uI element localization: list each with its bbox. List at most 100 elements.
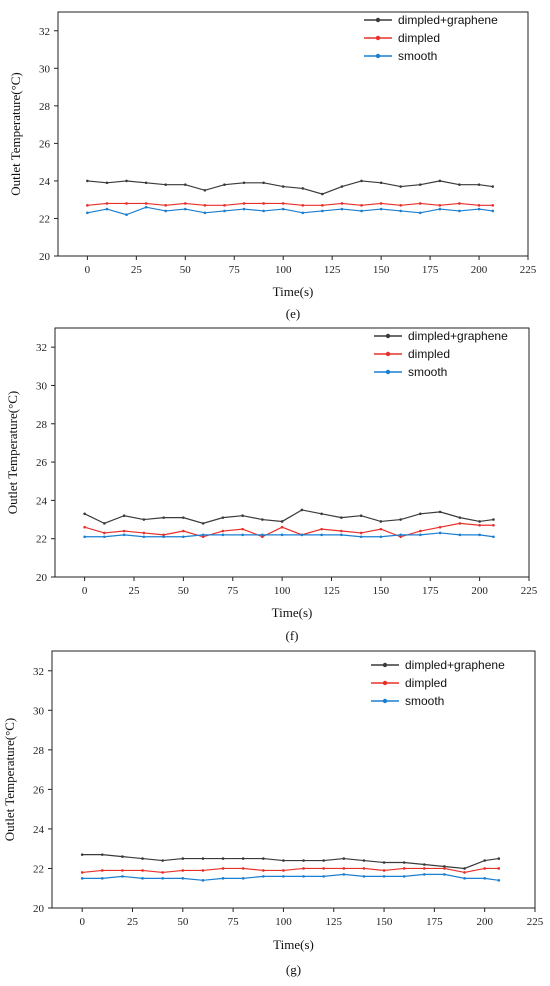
y-tick-label: 28 bbox=[33, 745, 45, 757]
data-point bbox=[362, 867, 366, 870]
data-point bbox=[262, 181, 265, 185]
data-point bbox=[320, 533, 323, 537]
x-tick-label: 125 bbox=[326, 916, 343, 928]
data-point bbox=[181, 869, 185, 872]
data-point bbox=[301, 187, 305, 190]
data-point bbox=[300, 533, 304, 537]
data-point bbox=[144, 205, 148, 209]
series-line bbox=[82, 854, 499, 870]
data-point bbox=[122, 533, 126, 537]
x-tick-label: 200 bbox=[476, 916, 493, 928]
plot-frame bbox=[51, 650, 536, 909]
data-point bbox=[80, 877, 84, 880]
data-point bbox=[301, 211, 305, 215]
data-point bbox=[463, 867, 466, 870]
data-point bbox=[478, 533, 481, 537]
x-tick-label: 0 bbox=[82, 585, 88, 597]
x-tick-label: 0 bbox=[79, 916, 85, 928]
data-point bbox=[282, 859, 285, 862]
data-point bbox=[359, 531, 363, 535]
data-point bbox=[241, 533, 244, 537]
series-dimpled-graphene bbox=[83, 508, 495, 525]
data-point bbox=[342, 867, 346, 870]
data-point bbox=[342, 857, 346, 860]
data-point bbox=[382, 869, 386, 872]
legend-marker bbox=[375, 35, 381, 41]
data-point bbox=[281, 207, 285, 211]
data-point bbox=[483, 867, 486, 870]
data-point bbox=[340, 533, 343, 537]
y-tick-label: 30 bbox=[33, 705, 45, 717]
data-point bbox=[438, 207, 442, 211]
data-point bbox=[491, 204, 495, 207]
series-dimpled-graphene bbox=[80, 853, 501, 870]
data-point bbox=[438, 525, 442, 529]
data-point bbox=[497, 879, 501, 882]
data-point bbox=[492, 518, 495, 521]
data-point bbox=[340, 202, 344, 205]
data-point bbox=[458, 516, 462, 519]
data-point bbox=[203, 211, 207, 215]
data-point bbox=[262, 875, 265, 878]
data-point bbox=[142, 535, 146, 539]
data-point bbox=[322, 867, 325, 870]
data-point bbox=[438, 510, 442, 514]
series-line bbox=[87, 180, 493, 195]
x-tick-label: 125 bbox=[323, 585, 340, 597]
legend-label: smooth bbox=[408, 365, 447, 379]
legend-marker bbox=[375, 53, 381, 59]
series-line bbox=[84, 532, 494, 538]
data-point bbox=[201, 533, 205, 537]
data-point bbox=[423, 867, 426, 870]
y-tick-label: 32 bbox=[36, 342, 47, 354]
chart-panel-f: 0 25 50 75 100 125 150 175 200 225 20 22 24 26 28 30 32 T… bbox=[5, 327, 538, 643]
y-axis-title: Outlet Temperature(°C) bbox=[2, 718, 17, 842]
data-point bbox=[399, 204, 403, 207]
data-point bbox=[121, 855, 124, 858]
data-point bbox=[203, 204, 207, 207]
data-point bbox=[162, 516, 165, 519]
data-point bbox=[164, 209, 168, 213]
x-tick-label: 200 bbox=[471, 264, 488, 276]
data-point bbox=[362, 859, 366, 862]
data-point bbox=[83, 512, 86, 516]
data-point bbox=[83, 525, 86, 529]
data-point bbox=[418, 183, 422, 186]
data-point bbox=[161, 877, 164, 880]
legend: dimpled+graphene dimpled smooth bbox=[371, 658, 505, 708]
data-point bbox=[491, 209, 495, 213]
data-point bbox=[458, 209, 461, 213]
data-point bbox=[458, 202, 461, 205]
data-point bbox=[483, 877, 486, 880]
data-point bbox=[477, 183, 481, 186]
data-point bbox=[105, 207, 109, 211]
series-smooth bbox=[86, 205, 495, 217]
x-tick-label: 175 bbox=[422, 264, 439, 276]
y-axis-title: Outlet Temperature(°C) bbox=[8, 72, 23, 196]
panel-label: (e) bbox=[286, 306, 300, 321]
data-point bbox=[181, 857, 185, 860]
data-point bbox=[261, 533, 264, 537]
data-point bbox=[201, 522, 205, 525]
legend-label: dimpled bbox=[398, 31, 440, 45]
data-point bbox=[261, 518, 264, 521]
data-point bbox=[497, 867, 501, 870]
x-tick-label: 25 bbox=[131, 264, 143, 276]
data-point bbox=[161, 871, 164, 874]
data-point bbox=[242, 202, 246, 205]
panel-label: (g) bbox=[286, 962, 301, 977]
data-point bbox=[262, 869, 265, 872]
series-dimpled bbox=[83, 522, 495, 539]
legend-marker bbox=[385, 351, 391, 357]
data-point bbox=[83, 535, 86, 539]
series-line bbox=[87, 206, 493, 216]
data-point bbox=[423, 863, 426, 866]
data-point bbox=[86, 204, 89, 207]
x-tick-label: 25 bbox=[127, 916, 139, 928]
data-point bbox=[360, 204, 363, 207]
data-point bbox=[125, 213, 128, 217]
legend-label: dimpled+graphene bbox=[398, 13, 498, 27]
data-point bbox=[282, 869, 285, 872]
data-point bbox=[141, 877, 144, 880]
